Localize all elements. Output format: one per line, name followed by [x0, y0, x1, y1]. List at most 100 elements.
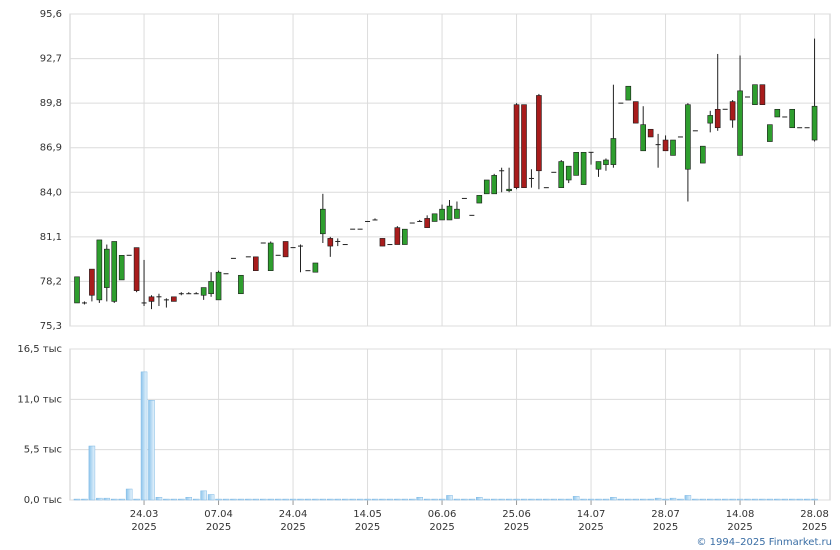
candle-body	[499, 170, 505, 172]
candle-body	[476, 195, 483, 204]
candle-body	[536, 95, 542, 172]
volume-bar	[200, 490, 207, 501]
volume-bar	[237, 498, 245, 501]
volume-bar	[416, 497, 423, 501]
x-tick-label: 25.06	[502, 509, 531, 520]
candle-body	[431, 213, 438, 222]
candle-body	[655, 144, 661, 146]
candle-body	[156, 296, 162, 298]
candle-body	[580, 152, 587, 185]
candle-body	[677, 136, 683, 138]
candle-body	[372, 219, 378, 221]
candle-body	[588, 151, 594, 153]
volume-bar	[662, 498, 669, 501]
volume-bar	[252, 498, 260, 501]
volume-bar	[751, 498, 759, 501]
candle-body	[394, 227, 401, 245]
x-tick-label: 2025	[429, 522, 454, 533]
x-tick-label: 24.03	[130, 509, 159, 520]
x-tick-label: 14.05	[353, 509, 382, 520]
volume-bar	[267, 498, 274, 501]
y-tick-label: 78,2	[40, 276, 62, 287]
candle-body	[618, 102, 624, 104]
candle-body	[81, 302, 87, 304]
candle-body	[439, 208, 445, 221]
y-tick-label: 0,0 тыс	[24, 495, 62, 506]
x-tick-label: 24.04	[279, 509, 308, 520]
volume-bar	[528, 498, 535, 501]
candle-body	[752, 84, 758, 105]
candle-body	[320, 208, 326, 235]
candle-body	[171, 296, 177, 302]
volume-bar	[647, 498, 654, 501]
volume-bar	[423, 498, 431, 501]
candle-body	[417, 220, 423, 222]
volume-bar	[319, 498, 327, 501]
volume-bar	[759, 498, 766, 501]
candle-body	[685, 104, 691, 170]
volume-bar	[766, 498, 774, 501]
volume-bar	[371, 498, 379, 501]
candle-body	[141, 302, 147, 304]
candle-body	[290, 247, 296, 249]
candle-body	[178, 293, 184, 295]
volume-bar	[677, 498, 684, 501]
candle-body	[714, 108, 721, 129]
volume-bar	[617, 498, 625, 501]
volume-bar	[282, 498, 289, 501]
volume-bar	[721, 498, 729, 501]
candle-body	[692, 130, 698, 132]
candle-body	[699, 145, 706, 164]
volume-bar	[304, 498, 312, 501]
candle-body	[312, 262, 319, 273]
volume-bar	[565, 498, 572, 501]
volume-bar	[431, 498, 438, 501]
candle-body	[640, 124, 647, 152]
volume-bar	[81, 498, 88, 501]
volume-bar	[453, 498, 461, 501]
volume-bar	[327, 498, 334, 501]
x-tick-label: 14.08	[726, 509, 755, 520]
volume-bar	[155, 497, 163, 501]
candle-body	[223, 273, 229, 275]
volume-bar	[729, 498, 736, 501]
candle-body	[573, 152, 579, 176]
volume-bar	[483, 498, 490, 501]
volume-bar	[401, 498, 409, 501]
volume-bar	[692, 498, 699, 501]
volume-frame	[69, 348, 831, 501]
y-tick-label: 5,5 тыс	[24, 445, 62, 456]
volume-bar	[178, 498, 185, 501]
volume-bar	[796, 498, 803, 501]
candle-body	[647, 128, 654, 138]
volume-bar	[274, 498, 282, 501]
volume-bar	[632, 498, 639, 501]
volume-bar	[222, 498, 230, 501]
volume-bar	[312, 498, 319, 501]
y-tick-label: 81,1	[40, 232, 62, 243]
candle-body	[118, 255, 125, 281]
y-tick-label: 11,0 тыс	[17, 394, 62, 405]
y-tick-label: 84,0	[40, 187, 62, 198]
volume-bar	[133, 498, 140, 501]
y-tick-label: 75,3	[40, 321, 62, 332]
candle-body	[603, 159, 609, 165]
candle-body	[148, 296, 155, 302]
x-tick-label: 28.08	[800, 509, 829, 520]
volume-bar	[654, 497, 662, 501]
volume-bar	[297, 498, 304, 501]
volume-bar	[394, 498, 401, 501]
volume-bar	[73, 498, 81, 501]
candle-body	[335, 240, 341, 242]
volume-bar	[639, 498, 647, 501]
candle-body	[186, 293, 192, 295]
volume-bar	[364, 498, 371, 501]
volume-bar	[148, 399, 155, 501]
candle-body	[767, 124, 773, 142]
volume-bar	[505, 498, 513, 501]
candle-body	[811, 105, 818, 141]
candle-body	[454, 208, 460, 219]
candle-body	[298, 245, 303, 247]
x-tick-label: 2025	[653, 522, 678, 533]
candle-body	[551, 171, 557, 173]
